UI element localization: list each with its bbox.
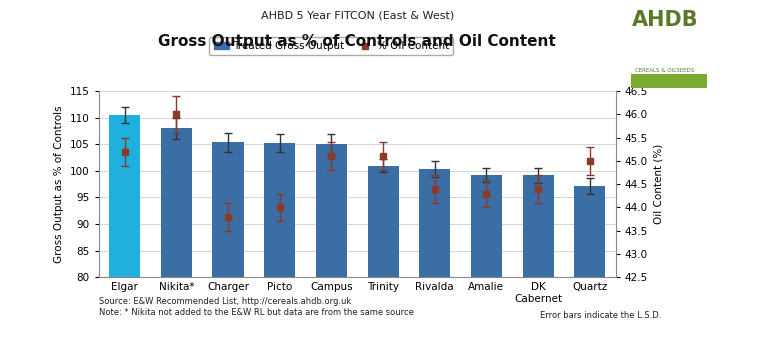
Bar — [109, 115, 140, 277]
Y-axis label: Oil Content (%): Oil Content (%) — [654, 144, 663, 224]
Legend: Treated Gross Output, % Oil Content: Treated Gross Output, % Oil Content — [210, 37, 453, 55]
Bar — [523, 175, 553, 277]
Bar — [213, 142, 243, 277]
Text: AHBD 5 Year FITCON (East & West): AHBD 5 Year FITCON (East & West) — [261, 10, 454, 20]
Text: Source: E&W Recommended List, http://cereals.ahdb.org.uk
Note: * Nikita not adde: Source: E&W Recommended List, http://cer… — [99, 297, 413, 317]
Bar — [368, 166, 398, 277]
Bar — [575, 186, 605, 277]
Y-axis label: Gross Output as % of Controls: Gross Output as % of Controls — [55, 105, 65, 263]
Bar — [471, 175, 502, 277]
Bar — [264, 143, 295, 277]
Bar — [161, 128, 192, 277]
Text: Gross Output as % of Controls and Oil Content: Gross Output as % of Controls and Oil Co… — [158, 34, 556, 49]
Text: AHDB: AHDB — [632, 10, 698, 30]
Bar — [316, 144, 347, 277]
Bar — [420, 169, 450, 277]
Text: CEREALS & OILSEEDS: CEREALS & OILSEEDS — [635, 68, 695, 73]
Text: Error bars indicate the L.S.D.: Error bars indicate the L.S.D. — [540, 311, 661, 320]
